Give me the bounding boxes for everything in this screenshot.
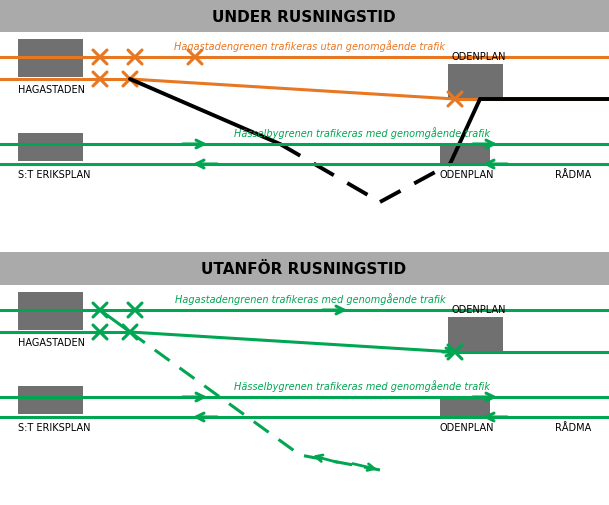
Text: Hässelbygrenen trafikeras med genomgående trafik: Hässelbygrenen trafikeras med genomgåend… <box>234 127 490 139</box>
Text: ODENPLAN: ODENPLAN <box>452 52 507 62</box>
Text: RÅDMA: RÅDMA <box>555 170 591 180</box>
Text: Hässelbygrenen trafikeras med genomgående trafik: Hässelbygrenen trafikeras med genomgåend… <box>234 379 490 391</box>
Text: HAGASTADEN: HAGASTADEN <box>18 85 85 95</box>
Bar <box>440 397 490 419</box>
Text: RÅDMA: RÅDMA <box>555 422 591 432</box>
Text: ODENPLAN: ODENPLAN <box>452 305 507 315</box>
Bar <box>448 317 503 352</box>
Text: ODENPLAN: ODENPLAN <box>440 422 495 432</box>
Text: Hagastadengrenen trafikeras utan genomgående trafik: Hagastadengrenen trafikeras utan genomgå… <box>175 40 446 52</box>
Bar <box>0 252 609 285</box>
Bar <box>18 134 83 162</box>
Bar <box>18 292 83 330</box>
Bar <box>18 386 83 414</box>
Text: S:T ERIKSPLAN: S:T ERIKSPLAN <box>18 170 91 180</box>
Text: HAGASTADEN: HAGASTADEN <box>18 337 85 347</box>
Bar <box>18 40 83 78</box>
Text: UNDER RUSNINGSTID: UNDER RUSNINGSTID <box>212 10 396 24</box>
Text: Hagastadengrenen trafikeras med genomgående trafik: Hagastadengrenen trafikeras med genomgåe… <box>175 292 445 305</box>
Text: UTANFÖR RUSNINGSTID: UTANFÖR RUSNINGSTID <box>202 262 407 277</box>
Text: S:T ERIKSPLAN: S:T ERIKSPLAN <box>18 422 91 432</box>
Bar <box>440 145 490 167</box>
Text: ODENPLAN: ODENPLAN <box>440 170 495 180</box>
Bar <box>448 65 503 100</box>
Bar <box>0 0 609 33</box>
